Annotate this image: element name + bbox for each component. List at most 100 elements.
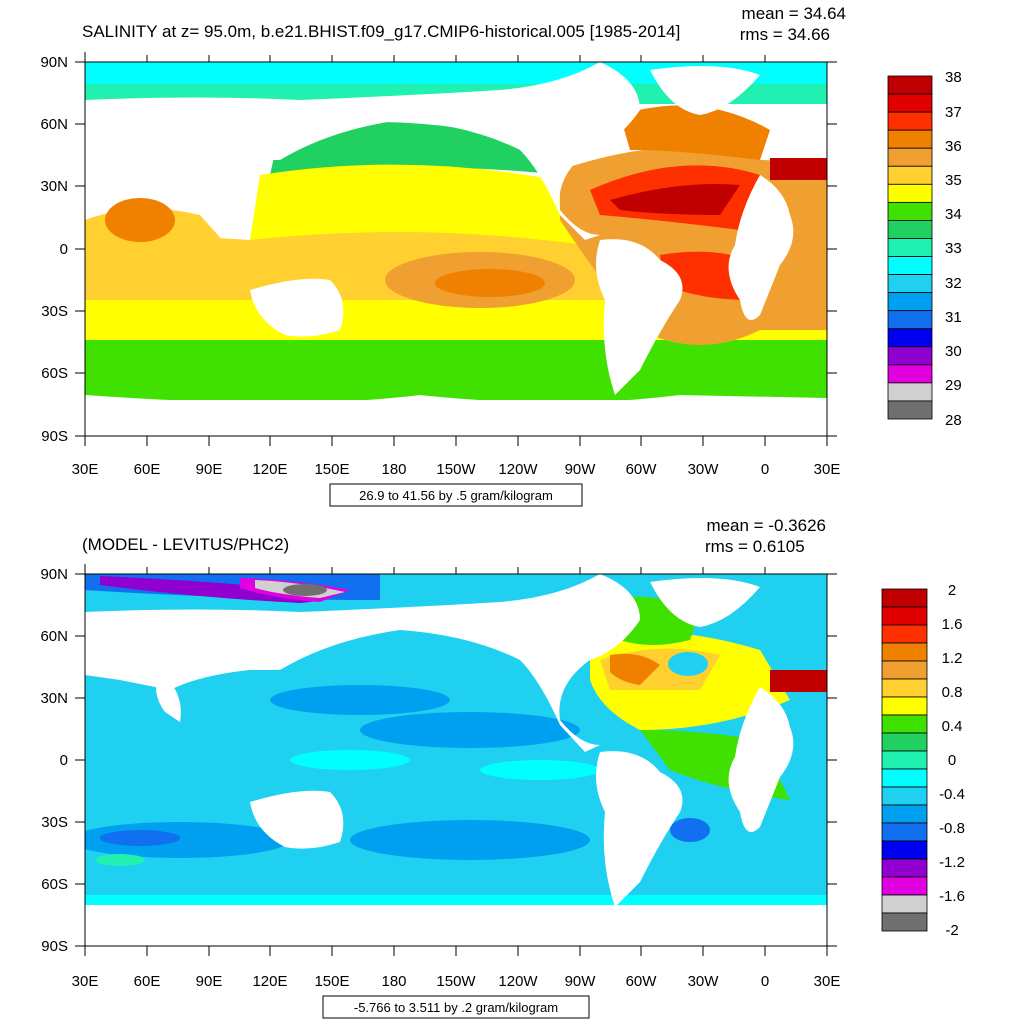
cb1-label-0: 38 xyxy=(945,69,962,86)
cb1-segment-10 xyxy=(887,256,933,275)
lon2-label-90e: 90E xyxy=(196,973,223,990)
cb2-segment-6 xyxy=(881,696,928,716)
panel1-rms: rms = 34.66 xyxy=(740,25,830,44)
cb2-label-9: -1.6 xyxy=(939,888,965,905)
cb1-label-2: 36 xyxy=(945,138,962,155)
cb1-segment-1 xyxy=(887,93,933,113)
cb1-label-8: 30 xyxy=(945,343,962,360)
lon2-label-120e: 120E xyxy=(252,973,287,990)
lon-label-120w: 120W xyxy=(498,461,538,478)
cb2-segment-16 xyxy=(881,876,928,896)
lat-label-90s: 90S xyxy=(41,428,68,445)
lon-label-0: 0 xyxy=(761,461,769,478)
panel1-lon-labels: 30E 60E 90E 120E 150E 180 150W 120W 90W … xyxy=(72,461,841,478)
lat2-label-90s: 90S xyxy=(41,938,68,955)
cb1-label-1: 37 xyxy=(945,104,962,121)
lon2-label-120w: 120W xyxy=(498,973,538,990)
cb2-segment-10 xyxy=(881,768,928,788)
lon-label-180: 180 xyxy=(381,461,406,478)
lon-label-120e: 120E xyxy=(252,461,287,478)
lon2-label-30e-end: 30E xyxy=(814,973,841,990)
cb2-segment-9 xyxy=(881,750,928,770)
cb2-label-8: -1.2 xyxy=(939,854,965,871)
cb1-segment-4 xyxy=(887,147,933,167)
cb1-segment-5 xyxy=(887,165,933,185)
cb2-segment-4 xyxy=(881,660,928,680)
cb2-segment-14 xyxy=(881,840,928,860)
cb1-segment-0 xyxy=(887,75,933,95)
cb1-segment-17 xyxy=(887,382,933,402)
lon2-label-150e: 150E xyxy=(314,973,349,990)
cb2-label-5: 0 xyxy=(948,752,956,769)
cb2-segment-11 xyxy=(881,786,928,806)
lat-label-60s: 60S xyxy=(41,365,68,382)
lon2-label-30w: 30W xyxy=(688,973,720,990)
lat-label-30n: 30N xyxy=(40,178,68,195)
lon-label-90w: 90W xyxy=(565,461,597,478)
lat-label-60n: 60N xyxy=(40,116,68,133)
panel1-map xyxy=(85,62,827,436)
lat2-label-30s: 30S xyxy=(41,814,68,831)
lat-label-90n: 90N xyxy=(40,54,68,71)
cb2-segment-17 xyxy=(881,894,928,914)
panel1-ticks xyxy=(75,52,837,446)
panel2-title: (MODEL - LEVITUS/PHC2) xyxy=(82,535,289,554)
cb1-segment-8 xyxy=(887,220,933,239)
panel1-info-box xyxy=(329,483,583,507)
cb2-segment-12 xyxy=(881,804,928,824)
lon2-label-0: 0 xyxy=(761,973,769,990)
lon-label-30w: 30W xyxy=(688,461,720,478)
cb1-segment-9 xyxy=(887,238,933,257)
cb1-segment-18 xyxy=(887,400,933,420)
cb1-label-10: 28 xyxy=(945,412,962,429)
cb1-label-9: 29 xyxy=(945,377,962,394)
lon-label-150e: 150E xyxy=(314,461,349,478)
panel2-mean: mean = -0.3626 xyxy=(706,516,826,535)
cb2-label-3: 0.8 xyxy=(942,684,963,701)
cb2-segment-5 xyxy=(881,678,928,698)
cb2-label-0: 2 xyxy=(948,582,956,599)
cb2-segment-1 xyxy=(881,606,928,626)
cb2-label-4: 0.4 xyxy=(942,718,963,735)
panel2-colorbar xyxy=(881,588,928,932)
lat2-label-30n: 30N xyxy=(40,690,68,707)
lat2-label-60s: 60S xyxy=(41,876,68,893)
lon-label-60w: 60W xyxy=(626,461,658,478)
panel2-rms: rms = 0.6105 xyxy=(705,537,805,556)
panel2-map xyxy=(85,574,827,946)
lat2-label-0: 0 xyxy=(60,752,68,769)
lon-label-30e-end: 30E xyxy=(814,461,841,478)
cb1-segment-3 xyxy=(887,129,933,149)
cb1-label-3: 35 xyxy=(945,172,962,189)
lon2-label-60w: 60W xyxy=(626,973,658,990)
cb2-label-1: 1.6 xyxy=(942,616,963,633)
panel-difference: (MODEL - LEVITUS/PHC2) mean = -0.3626 rm… xyxy=(40,516,965,1019)
panel1-colorbar-labels: 38 37 36 35 34 33 32 31 30 29 28 xyxy=(945,69,962,429)
cb1-segment-15 xyxy=(887,346,933,366)
lon2-label-180: 180 xyxy=(381,973,406,990)
panel2-ticks xyxy=(75,564,837,956)
panel2-info: -5.766 to 3.511 by .2 gram/kilogram xyxy=(354,1000,558,1015)
cb1-segment-14 xyxy=(887,328,933,348)
panel2-lon-labels: 30E 60E 90E 120E 150E 180 150W 120W 90W … xyxy=(72,973,841,990)
lat-label-0: 0 xyxy=(60,241,68,258)
cb1-label-7: 31 xyxy=(945,309,962,326)
cb2-label-7: -0.8 xyxy=(939,820,965,837)
lon-label-30e: 30E xyxy=(72,461,99,478)
panel1-colorbar xyxy=(887,75,933,420)
cb2-label-6: -0.4 xyxy=(939,786,965,803)
cb1-segment-7 xyxy=(887,201,933,221)
cb2-label-2: 1.2 xyxy=(942,650,963,667)
cb2-segment-7 xyxy=(881,714,928,734)
panel1-title: SALINITY at z= 95.0m, b.e21.BHIST.f09_g1… xyxy=(82,22,680,41)
cb1-label-4: 34 xyxy=(945,206,962,223)
panel2-info-box xyxy=(322,995,590,1019)
cb1-segment-6 xyxy=(887,183,933,203)
panel-salinity: SALINITY at z= 95.0m, b.e21.BHIST.f09_g1… xyxy=(40,4,962,507)
cb2-segment-15 xyxy=(881,858,928,878)
cb2-segment-18 xyxy=(881,912,928,932)
lon2-label-60e: 60E xyxy=(134,973,161,990)
lon2-label-150w: 150W xyxy=(436,973,476,990)
cb2-segment-0 xyxy=(881,588,928,608)
